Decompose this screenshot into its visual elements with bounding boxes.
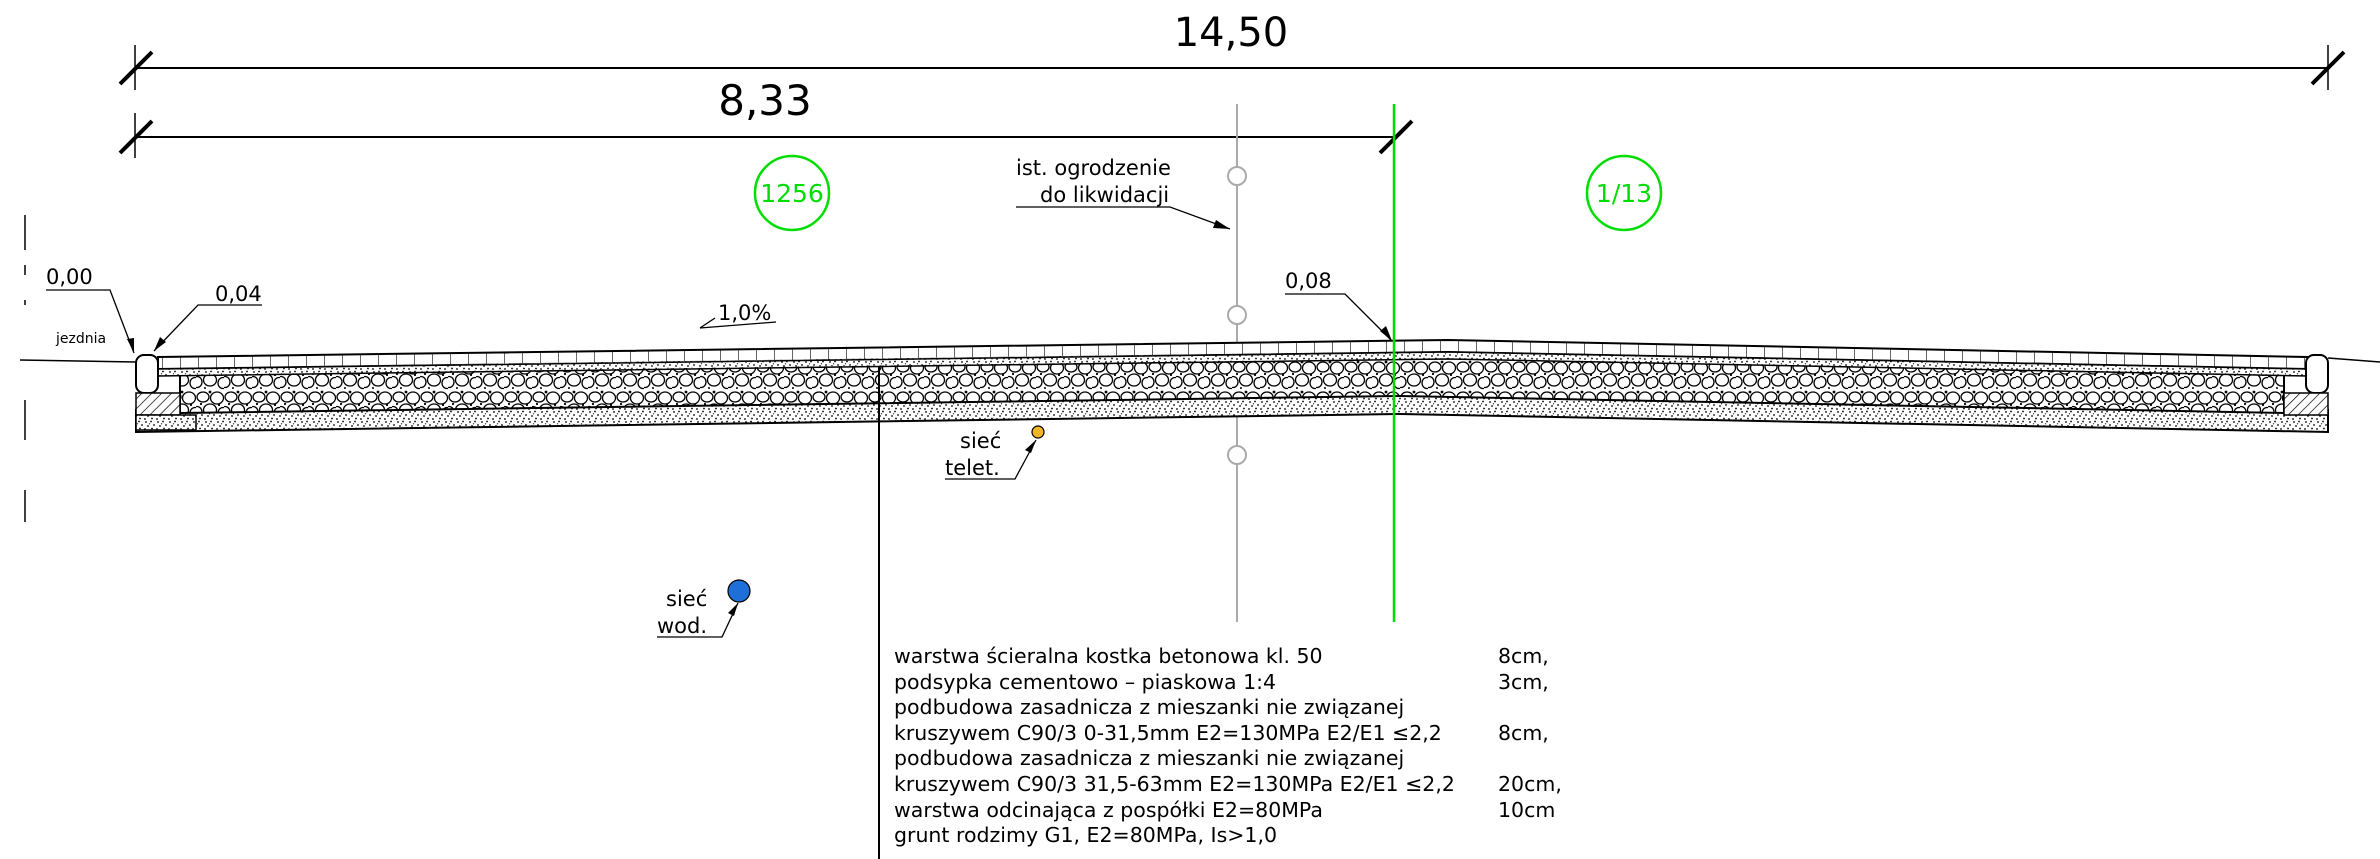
slope-value: 1,0% — [718, 301, 771, 325]
dimension-total: 14,50 — [118, 10, 2346, 90]
ground-line-left — [19, 359, 137, 363]
kerb-right — [2283, 354, 2329, 416]
layer-thickness: 10cm — [1498, 797, 1556, 822]
layer-row: grunt rodzimy G1, E2=80MPa, Is>1,0 — [894, 823, 1455, 849]
layer-row: warstwa ścieralna kostka betonowa kl. 50… — [894, 644, 1549, 670]
level-kerb-value: 0,04 — [215, 282, 262, 306]
layer-description: podbudowa zasadnicza z mieszanki nie zwi… — [894, 746, 1405, 771]
layer-thickness: 3cm, — [1498, 669, 1549, 694]
layer-row: podbudowa zasadnicza z mieszanki nie zwi… — [894, 746, 1455, 772]
level-left-value: 0,00 — [46, 265, 93, 289]
layer-row: warstwa odcinająca z pospółki E2=80MPa 1… — [894, 797, 1555, 824]
layer-description: podbudowa zasadnicza z mieszanki nie zwi… — [894, 695, 1405, 720]
fence-label: ist. ogrodzenie do likwidacji — [1016, 156, 1231, 230]
parcel-number: 1256 — [760, 179, 824, 208]
layer-specification: warstwa ścieralna kostka betonowa kl. 50… — [894, 644, 1562, 849]
water-label-line1: sieć — [666, 587, 707, 611]
level-kerb: 0,04 — [153, 282, 262, 352]
layer-thickness: 20cm, — [1498, 771, 1562, 796]
slope-annotation: 1,0% — [699, 301, 777, 329]
fence-label-line1: ist. ogrodzenie — [1016, 156, 1171, 180]
telecom-network: sieć telet. — [945, 425, 1045, 480]
layer-description: warstwa ścieralna kostka betonowa kl. 50 — [894, 644, 1323, 668]
layer-description: podsypka cementowo – piaskowa 1:4 — [894, 669, 1277, 694]
fence-label-line2: do likwidacji — [1040, 183, 1169, 207]
water-network: sieć wod. — [657, 579, 751, 638]
layer-row: kruszywem C90/3 0-31,5mm E2=130MPa E2/E1… — [894, 720, 1549, 747]
layer-description: kruszywem C90/3 31,5-63mm E2=130MPa E2/E… — [894, 771, 1455, 796]
ground-line-right — [2327, 357, 2380, 363]
kerb-left — [135, 354, 197, 431]
parcel-marker-1-13: 1/13 — [1585, 154, 1663, 232]
parcel-number: 1/13 — [1596, 179, 1652, 208]
layer-row: podsypka cementowo – piaskowa 1:4 3cm, — [894, 669, 1549, 696]
layer-thickness: 8cm, — [1498, 720, 1549, 745]
layer-description: kruszywem C90/3 0-31,5mm E2=130MPa E2/E1… — [894, 720, 1442, 745]
level-left: 0,00 jezdnia — [46, 265, 135, 354]
level-right-value: 0,08 — [1285, 269, 1332, 293]
parcel-marker-1256: 1256 — [753, 154, 831, 232]
layer-thickness: 8cm, — [1498, 644, 1549, 668]
road-label: jezdnia — [55, 331, 106, 347]
level-right: 0,08 — [1285, 269, 1393, 342]
dimension-total-value: 14,50 — [1174, 10, 1289, 56]
dimension-partial-value: 8,33 — [718, 76, 812, 125]
pavement-structure — [135, 338, 2329, 434]
water-label-line2: wod. — [657, 614, 707, 638]
layer-description: warstwa odcinająca z pospółki E2=80MPa — [894, 797, 1323, 822]
dimension-partial: 8,33 — [118, 76, 1414, 158]
layer-row: kruszywem C90/3 31,5-63mm E2=130MPa E2/E… — [894, 771, 1562, 798]
layer-description: grunt rodzimy G1, E2=80MPa, Is>1,0 — [894, 823, 1278, 848]
telecom-label-line2: telet. — [945, 456, 1000, 480]
layer-row: podbudowa zasadnicza z mieszanki nie zwi… — [894, 695, 1455, 721]
telecom-label-line1: sieć — [960, 429, 1001, 453]
